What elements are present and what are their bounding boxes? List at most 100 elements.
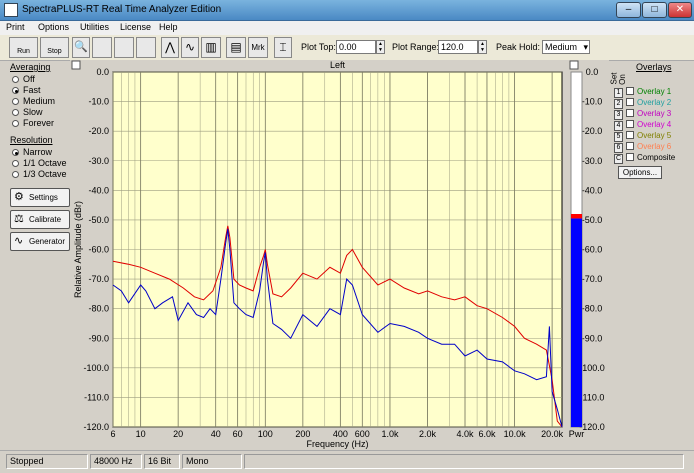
overlay-set-button[interactable]: 5 [614, 132, 623, 142]
peak-hold-label: Peak Hold: [496, 42, 541, 52]
series-line-1 [112, 225, 563, 428]
peak-hold-value: Medium [545, 42, 578, 52]
y-tick-label-right: -40.0 [582, 185, 603, 195]
run-button[interactable]: Run [9, 37, 38, 58]
radio-icon [12, 109, 19, 116]
generator-button[interactable]: ∿ Generator [10, 232, 70, 251]
overlay-row-1: 1 Overlay 1 [614, 87, 671, 98]
app-icon [4, 3, 18, 17]
settings-label: Settings [29, 193, 58, 202]
overlay-checkbox[interactable] [626, 109, 634, 117]
resolution-option-1-1-octave[interactable]: 1/1 Octave [12, 158, 67, 168]
overlay-checkbox[interactable] [626, 98, 634, 106]
overlay-set-button[interactable]: 1 [614, 88, 623, 98]
overlay-set-button[interactable]: 2 [614, 99, 623, 109]
overlay-checkbox[interactable] [626, 153, 634, 161]
x-tick-label: 400 [333, 429, 348, 439]
marker-label: Mrk [251, 43, 265, 52]
x-tick-label: 6.0k [478, 429, 496, 439]
zoom-icon[interactable]: 🔍 [72, 37, 90, 58]
resolution-option-narrow[interactable]: Narrow [12, 147, 52, 157]
menu-license[interactable]: License [120, 22, 152, 32]
x-axis-label: Frequency (Hz) [306, 439, 368, 449]
maximize-button[interactable]: □ [642, 2, 667, 18]
y-tick-label: -80.0 [88, 304, 109, 314]
x-tick-label: 200 [295, 429, 310, 439]
y-tick-label: -20.0 [88, 126, 109, 136]
y-tick-label-right: -70.0 [582, 274, 603, 284]
radio-icon [12, 76, 19, 83]
x-tick-label: 4.0k [456, 429, 474, 439]
averaging-option-medium[interactable]: Medium [12, 96, 55, 106]
status-channels: Mono [182, 454, 242, 469]
overlay-set-button[interactable]: 3 [614, 110, 623, 120]
overlay-label: Composite [637, 153, 676, 162]
on-1x-icon[interactable] [92, 37, 112, 58]
overlay-checkbox[interactable] [626, 131, 634, 139]
close-button[interactable]: ✕ [668, 2, 692, 18]
overlay-set-button[interactable]: 6 [614, 143, 623, 153]
y-tick-label-right: -10.0 [582, 97, 603, 107]
run-label: Run [17, 48, 30, 55]
plot-top-spinner[interactable]: ▲ ▼ [376, 40, 385, 54]
overlay-set-button[interactable]: 4 [614, 121, 623, 131]
on-label: On [617, 74, 627, 85]
averaging-option-off[interactable]: Off [12, 74, 35, 84]
averaging-option-fast[interactable]: Fast [12, 85, 41, 95]
stop-button[interactable]: Stop [40, 37, 69, 58]
zoom-out-disabled-icon [136, 37, 156, 58]
y-tick-label: -100.0 [83, 363, 109, 373]
y-tick-label-right: -90.0 [582, 333, 603, 343]
zoom-disabled-icon [114, 37, 134, 58]
bar-view-icon[interactable]: ▥ [201, 37, 221, 58]
y-tick-label-right: -50.0 [582, 215, 603, 225]
generator-label: Generator [29, 237, 66, 246]
x-tick-label: 20 [173, 429, 183, 439]
y-axis-label: Relative Amplitude (dBr) [73, 201, 83, 298]
plot-range-spinner[interactable]: ▲ ▼ [478, 40, 487, 54]
y-tick-label: -110.0 [84, 392, 109, 402]
averaging-option-label: Slow [23, 107, 43, 117]
spectrum-chart: 0.0 0.0 -10.0 -10.0 -20.0 -20.0 -30.0 -30.0 -40.… [71, 60, 605, 449]
level-meter-label: Pwr [569, 429, 585, 439]
grid-view-icon[interactable]: ▤ [226, 37, 246, 58]
overlay-row-6: 6 Overlay 6 [614, 142, 671, 153]
plot-range-field[interactable]: 120.0 [438, 40, 478, 54]
averaging-option-forever[interactable]: Forever [12, 118, 54, 128]
spectrum-view-icon[interactable]: ⋀ [161, 37, 179, 58]
resolution-option-1-3-octave[interactable]: 1/3 Octave [12, 169, 67, 179]
marker-button[interactable]: Mrk [248, 37, 268, 58]
y-tick-label-right: -100.0 [579, 363, 605, 373]
plot-top-field[interactable]: 0.00 [336, 40, 376, 54]
overlay-set-button[interactable]: C [614, 154, 623, 164]
overlay-checkbox[interactable] [626, 87, 634, 95]
overlay-label: Overlay 5 [637, 131, 672, 140]
minimize-button[interactable]: – [616, 2, 641, 18]
overlay-checkbox[interactable] [626, 120, 634, 128]
menu-utilities[interactable]: Utilities [80, 22, 110, 32]
menu-help[interactable]: Help [159, 22, 178, 32]
overlay-row-3: 3 Overlay 3 [614, 109, 671, 120]
octave-view-icon[interactable]: ∿ [181, 37, 199, 58]
radio-icon [12, 149, 19, 156]
cursor-icon[interactable]: ⌶ [274, 37, 292, 58]
y-tick-label: -50.0 [88, 215, 109, 225]
settings-button[interactable]: ⚙ Settings [10, 188, 70, 207]
collapse-right-box[interactable] [569, 60, 579, 70]
left-panel: Averaging Off Fast Medium Slow Forever Resol… [6, 62, 70, 448]
calibrate-button[interactable]: ⚖ Calibrate [10, 210, 70, 229]
overlay-options-button[interactable]: Options... [618, 166, 662, 179]
radio-icon [12, 87, 19, 94]
averaging-option-slow[interactable]: Slow [12, 107, 43, 117]
plot-range-label: Plot Range: [392, 42, 440, 52]
menu-options[interactable]: Options [38, 22, 70, 32]
peak-hold-select[interactable]: Medium ▾ [542, 40, 590, 54]
overlay-checkbox[interactable] [626, 142, 634, 150]
generator-icon: ∿ [14, 235, 24, 247]
collapse-left-box[interactable] [71, 60, 81, 70]
settings-icon: ⚙ [14, 191, 24, 203]
level-meter-peak [571, 214, 582, 219]
overlay-row-5: 5 Overlay 5 [614, 131, 671, 142]
menu-print[interactable]: Print [6, 22, 25, 32]
y-tick-label: -30.0 [88, 156, 109, 166]
